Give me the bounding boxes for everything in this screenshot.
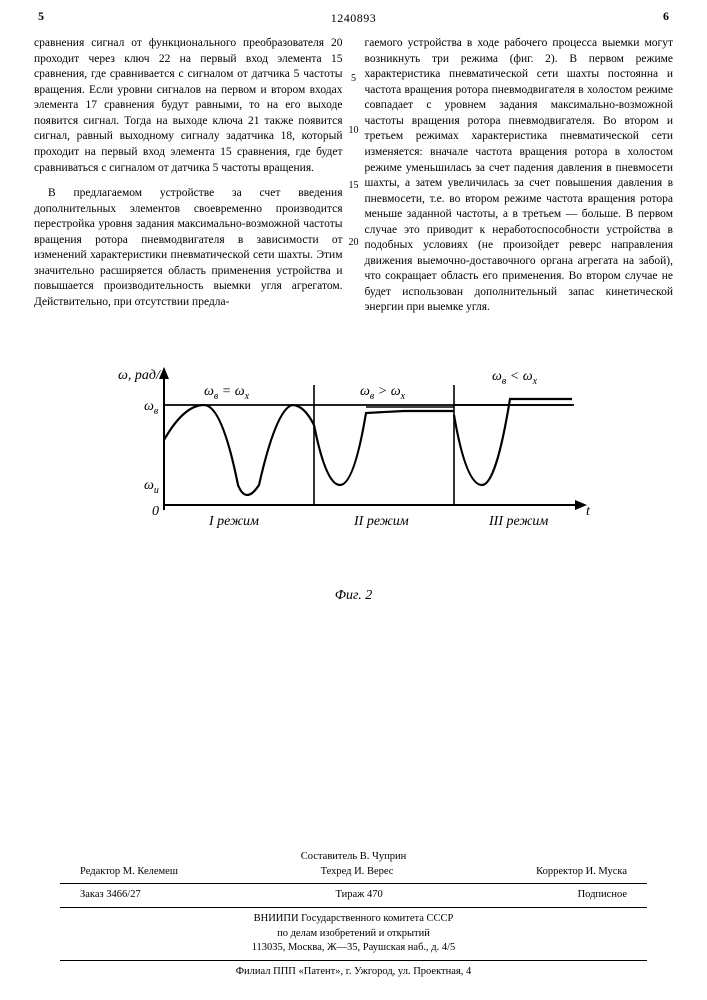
footer-row-1: Составитель В. Чуприн — [0, 850, 707, 865]
region-2-label: II режим — [353, 514, 409, 529]
footer-line: ВНИИПИ Государственного комитета СССР — [0, 912, 707, 927]
line-marker: 15 — [349, 179, 359, 193]
page-num-left: 5 — [38, 8, 44, 24]
line-marker: 10 — [349, 124, 359, 138]
formula-2: ωв > ωx — [360, 384, 406, 402]
formula-3: ωв < ωx — [492, 369, 538, 387]
footer-cell: Подписное — [578, 888, 627, 903]
paragraph: гаемого устройства в ходе рабочего проце… — [365, 36, 674, 315]
line-marker: 20 — [349, 236, 359, 250]
page-num-right: 6 — [663, 8, 669, 24]
paragraph: сравнения сигнал от функционального прео… — [34, 36, 343, 176]
line-marker: 5 — [351, 72, 356, 86]
tick-wu: ωи — [144, 478, 159, 496]
tick-origin: 0 — [152, 504, 159, 519]
paragraph: В предлагаемом устройстве за счет введен… — [34, 186, 343, 310]
footer-cell: Техред И. Верес — [321, 865, 394, 880]
region-1-label: I режим — [208, 514, 259, 529]
footer-row-2: Редактор М. Келемеш Техред И. Верес Корр… — [0, 865, 707, 880]
footer-cell: Тираж 470 — [335, 888, 382, 903]
figure-caption: Фиг. 2 — [0, 587, 707, 606]
text-columns: сравнения сигнал от функционального прео… — [0, 26, 707, 315]
formula-1: ωв = ωx — [204, 384, 250, 402]
document-number: 1240893 — [0, 10, 707, 26]
footer-row-3: Заказ 3466/27 Тираж 470 Подписное — [0, 888, 707, 903]
footer-cell: Корректор И. Муска — [536, 865, 627, 880]
figure-2: ω, рад/с t ωв ωи 0 ωв = ωx ωв > ωx — [0, 355, 707, 605]
footer-line: Филиал ППП «Патент», г. Ужгород, ул. Про… — [0, 965, 707, 980]
footer-cell: Заказ 3466/27 — [80, 888, 141, 903]
footer: Составитель В. Чуприн Редактор М. Келеме… — [0, 850, 707, 980]
region-3-label: III режим — [488, 514, 548, 529]
x-axis-label: t — [586, 504, 591, 519]
footer-line: 113035, Москва, Ж—35, Раушская наб., д. … — [0, 941, 707, 956]
footer-cell: Редактор М. Келемеш — [80, 865, 178, 880]
footer-line: по делам изобретений и открытий — [0, 927, 707, 942]
y-axis-label: ω, рад/с — [118, 368, 167, 383]
figure-svg: ω, рад/с t ωв ωи 0 ωв = ωx ωв > ωx — [104, 355, 604, 575]
footer-cell: Составитель В. Чуприн — [301, 850, 406, 865]
left-column: сравнения сигнал от функционального прео… — [34, 36, 343, 315]
tick-wb: ωв — [144, 399, 159, 417]
right-column: гаемого устройства в ходе рабочего проце… — [365, 36, 674, 315]
